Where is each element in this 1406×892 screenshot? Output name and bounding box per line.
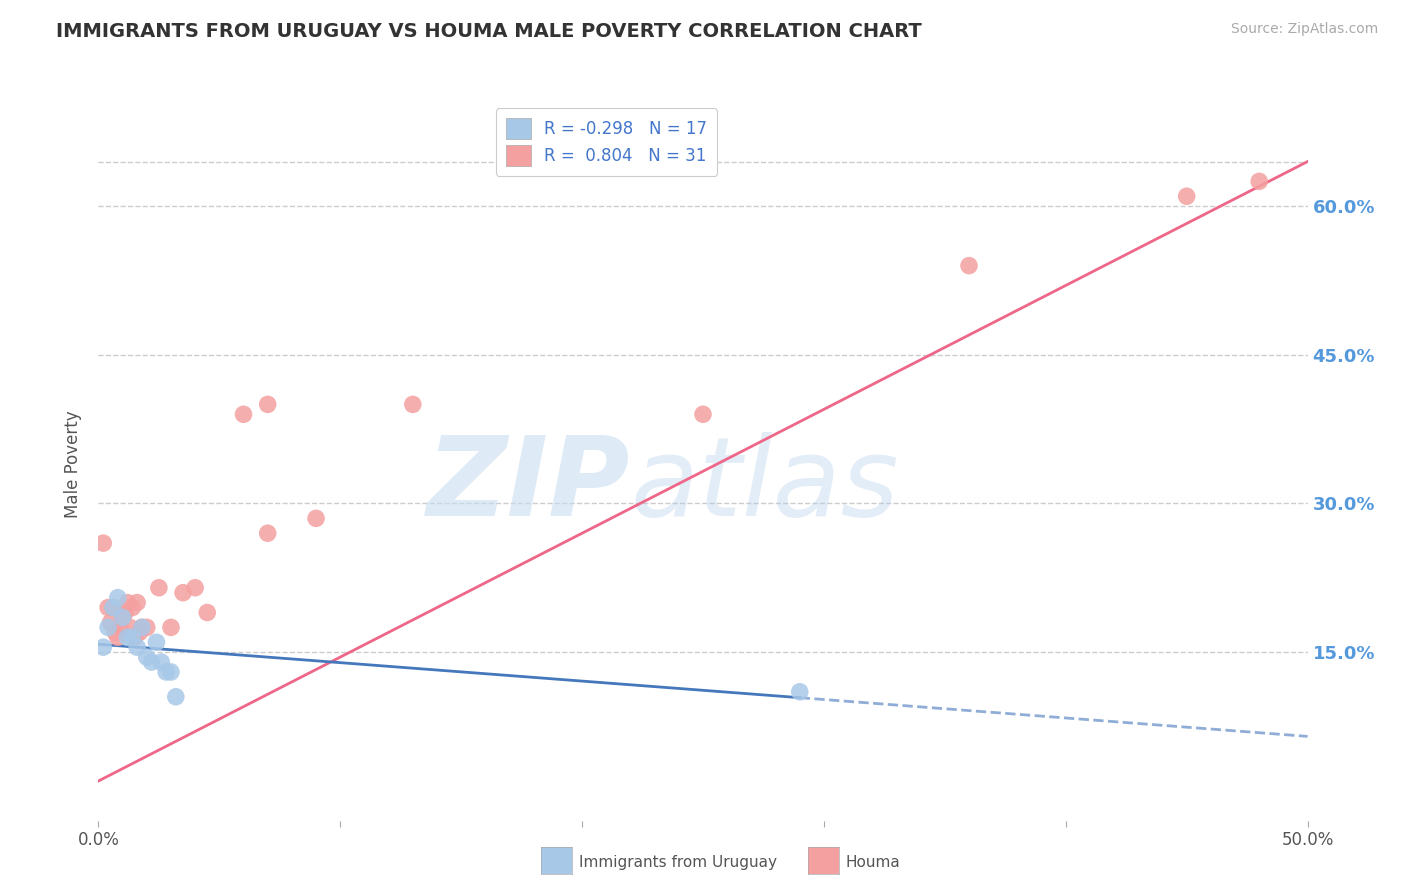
Point (145, 635, 167, 649)
Point (155, 665, 177, 679)
Text: IMMIGRANTS FROM URUGUAY VS HOUMA MALE POVERTY CORRELATION CHART: IMMIGRANTS FROM URUGUAY VS HOUMA MALE PO… (56, 22, 922, 41)
Text: ZIP: ZIP (427, 432, 630, 539)
Point (127, 640, 149, 655)
Point (128, 625, 150, 640)
Point (117, 596, 139, 610)
Point (256, 397, 278, 411)
Point (118, 620, 141, 634)
Point (150, 655, 173, 669)
Point (789, 685, 811, 699)
Legend: R = -0.298   N = 17, R =  0.804   N = 31: R = -0.298 N = 17, R = 0.804 N = 31 (495, 108, 717, 176)
Point (165, 690, 187, 704)
Text: Houma: Houma (845, 855, 900, 870)
Point (107, 630, 129, 644)
Point (160, 620, 183, 634)
Point (101, 600, 124, 615)
Point (111, 610, 134, 624)
Point (91, 536, 114, 550)
Text: atlas: atlas (630, 432, 898, 539)
Point (127, 596, 149, 610)
Point (135, 620, 157, 634)
Point (104, 625, 127, 640)
Text: Immigrants from Uruguay: Immigrants from Uruguay (579, 855, 778, 870)
Y-axis label: Male Poverty: Male Poverty (65, 410, 83, 517)
Point (160, 665, 183, 679)
Point (124, 630, 146, 644)
Point (121, 630, 143, 644)
Point (141, 655, 163, 669)
Point (1175, 189, 1198, 203)
Point (184, 581, 207, 595)
Point (135, 650, 157, 665)
Point (114, 606, 136, 620)
Point (117, 630, 139, 644)
Point (305, 511, 328, 525)
Point (256, 526, 278, 541)
Point (131, 620, 153, 634)
Point (100, 615, 122, 630)
Point (232, 407, 254, 421)
Point (131, 620, 153, 634)
Point (148, 581, 170, 595)
Point (1249, 174, 1271, 188)
Point (91, 640, 114, 655)
Point (172, 585, 194, 599)
Point (111, 610, 134, 624)
Text: Source: ZipAtlas.com: Source: ZipAtlas.com (1230, 22, 1378, 37)
Point (195, 606, 218, 620)
Point (108, 620, 131, 634)
Point (97, 620, 120, 634)
Point (97, 600, 120, 615)
Point (692, 407, 714, 421)
Point (101, 600, 124, 615)
Point (121, 600, 143, 615)
Point (402, 397, 425, 411)
Point (957, 259, 980, 273)
Point (107, 591, 129, 605)
